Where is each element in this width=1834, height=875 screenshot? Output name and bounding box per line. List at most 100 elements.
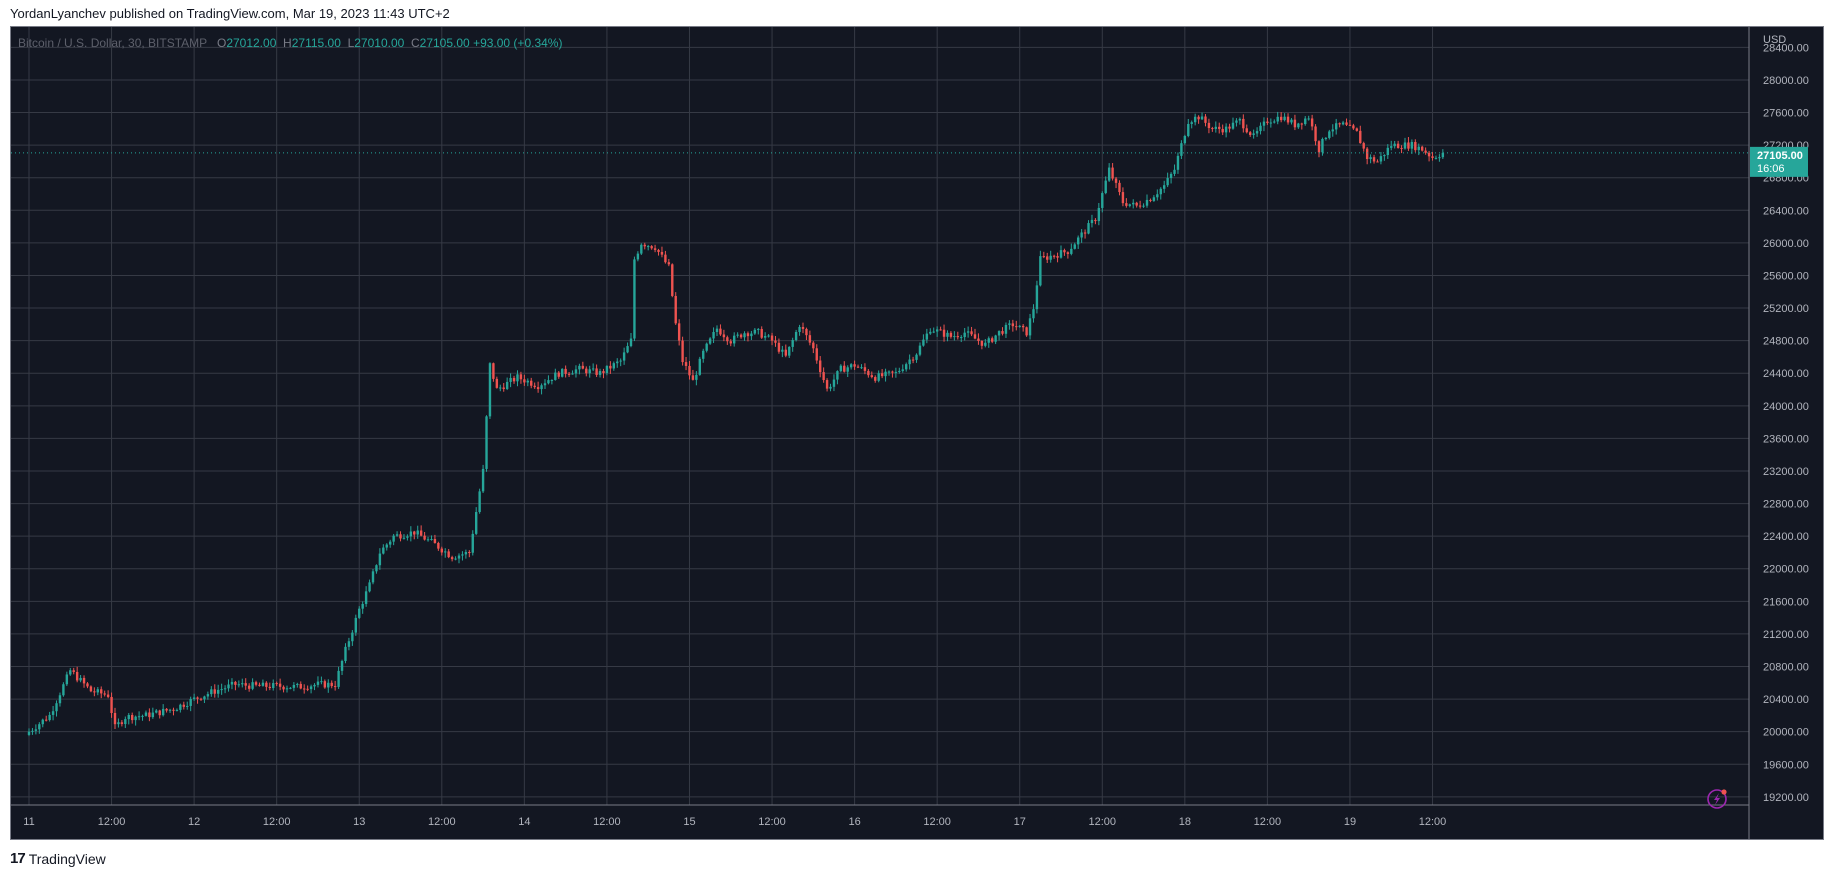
candle-body <box>371 571 375 583</box>
candle-body <box>1266 121 1269 123</box>
x-tick-label: 12:00 <box>98 816 126 828</box>
y-tick-label: 21600.00 <box>1763 596 1809 608</box>
candle-body <box>636 253 640 260</box>
y-tick-label: 24800.00 <box>1763 336 1809 348</box>
candle-body <box>72 670 75 672</box>
candle-body <box>1293 119 1297 128</box>
candle-body <box>640 244 643 254</box>
candle-body <box>1156 194 1159 198</box>
candle-body <box>578 365 581 370</box>
candle-body <box>1359 130 1362 144</box>
candle-body <box>364 591 368 604</box>
candle-body <box>516 374 519 382</box>
last-price-countdown: 16:06 <box>1757 163 1785 175</box>
candle-body <box>543 383 547 386</box>
candle-body <box>1345 122 1348 125</box>
y-tick-label: 22800.00 <box>1763 499 1809 511</box>
candle-body <box>1417 146 1420 151</box>
candle-body <box>774 340 777 343</box>
candle-body <box>447 551 450 558</box>
candle-body <box>1441 152 1445 158</box>
candle-body <box>419 530 423 536</box>
candle-body <box>450 557 454 560</box>
candle-body <box>323 681 327 688</box>
candle-body <box>867 370 870 376</box>
candle-body <box>1118 182 1121 193</box>
candle-body <box>309 686 313 690</box>
candle-body <box>530 380 533 386</box>
candle-body <box>767 335 770 337</box>
candle-body <box>691 375 695 380</box>
candle-body <box>901 369 904 371</box>
candle-body <box>268 686 271 689</box>
y-tick-label: 25200.00 <box>1763 303 1809 315</box>
candle-body <box>38 724 41 730</box>
candle-body <box>708 338 712 344</box>
candle-body <box>1252 133 1255 135</box>
candle-body <box>378 553 382 566</box>
candle-body <box>100 689 103 694</box>
candle-body <box>788 346 791 356</box>
candle-body <box>1386 147 1389 156</box>
candle-body <box>863 367 867 371</box>
candle-body <box>206 694 210 697</box>
candle-body <box>777 342 781 352</box>
candle-body <box>192 697 196 699</box>
candle-body <box>292 684 296 688</box>
candle-body <box>389 541 392 545</box>
candle-body <box>406 536 409 538</box>
candle-body <box>375 565 378 572</box>
candle-body <box>1211 128 1214 130</box>
candle-body <box>75 671 79 681</box>
candle-body <box>671 264 674 296</box>
chart-panel[interactable]: 19200.00 19600.00 20000.00 20400.00 20800.00… <box>10 26 1824 840</box>
candle-body <box>712 332 715 339</box>
footer-brand[interactable]: 17 TradingView <box>10 850 106 867</box>
candlestick-chart[interactable]: 19200.00 19600.00 20000.00 20400.00 20800.00… <box>11 27 1823 839</box>
candle-body <box>554 372 557 380</box>
candle-body <box>911 359 915 361</box>
candle-body <box>519 374 523 380</box>
candle-body <box>148 712 151 718</box>
candle-body <box>124 719 127 725</box>
candle-body <box>1104 180 1107 194</box>
candle-body <box>1231 122 1235 129</box>
y-tick-label: 20800.00 <box>1763 662 1809 674</box>
candle-body <box>571 373 574 375</box>
candle-body <box>1421 146 1424 151</box>
candle-body <box>1300 123 1303 125</box>
candle-body <box>564 368 567 374</box>
candle-body <box>179 704 182 710</box>
candle-body <box>815 348 818 361</box>
candle-body <box>385 544 388 548</box>
candle-body <box>1365 148 1369 160</box>
candle-body <box>801 326 805 329</box>
candle-body <box>1025 327 1028 336</box>
candle-body <box>151 712 155 718</box>
candle-body <box>1097 207 1101 222</box>
close-value: 27105.00 <box>419 36 470 50</box>
candle-body <box>1128 204 1131 206</box>
candle-body <box>585 368 588 374</box>
candle-body <box>547 380 550 384</box>
candle-body <box>1407 142 1410 149</box>
candle-body <box>1073 244 1076 249</box>
candle-body <box>939 329 942 331</box>
candle-body <box>203 696 206 700</box>
lightning-icon[interactable] <box>1707 789 1727 809</box>
candle-body <box>296 683 299 685</box>
candle-body <box>880 373 884 377</box>
candle-body <box>106 694 110 697</box>
x-tick-label: 12:00 <box>263 816 291 828</box>
candle-body <box>746 333 750 337</box>
candle-body <box>1307 118 1310 120</box>
candle-body <box>884 371 887 377</box>
candle-body <box>1107 167 1111 181</box>
candle-body <box>616 361 619 364</box>
candle-body <box>509 377 512 382</box>
candle-body <box>237 684 241 686</box>
x-tick-label: 12:00 <box>1254 816 1282 828</box>
candle-body <box>719 328 722 335</box>
candle-body <box>430 538 433 540</box>
candle-body <box>344 646 347 661</box>
